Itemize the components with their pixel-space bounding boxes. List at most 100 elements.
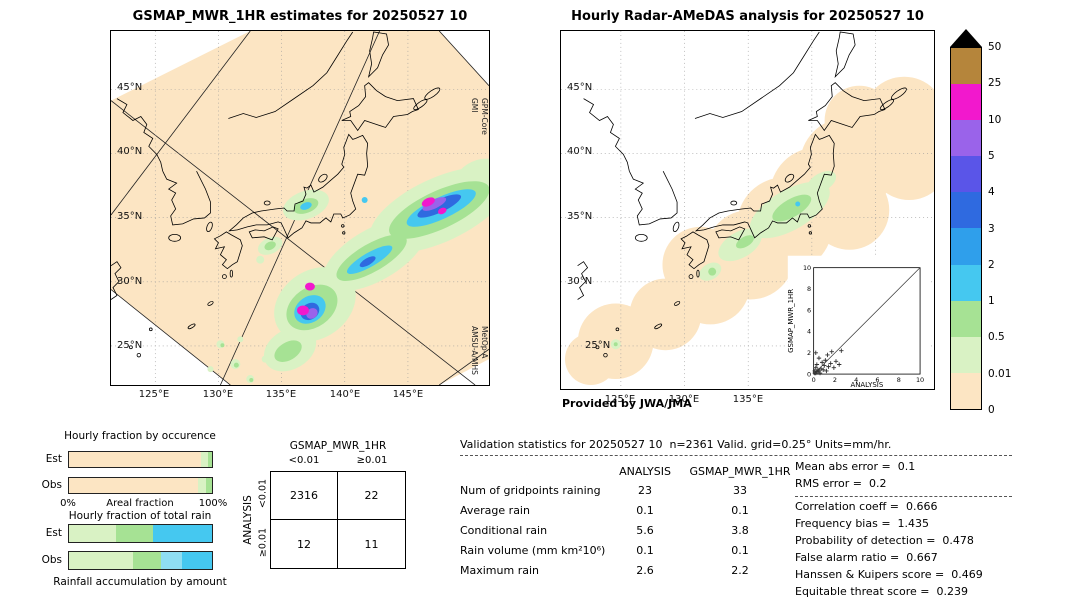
contingency-row-header-ge: ≥0.01: [257, 527, 269, 558]
score-hanssen-kuipers-score: Hanssen & Kuipers score = 0.469: [795, 568, 983, 581]
right-map-title: Hourly Radar-AMeDAS analysis for 2025052…: [571, 9, 924, 24]
bar-segment-1-2: [160, 552, 182, 569]
left-lat-label-35n: 35°N: [117, 211, 143, 222]
left-lat-label-30n: 30°N: [117, 276, 143, 287]
score-correlation-coeff: Correlation coeff = 0.666: [795, 500, 938, 513]
overpass-note-line: GMI: [470, 98, 480, 113]
occurrence-obs-label: Obs: [41, 479, 62, 491]
inset-diagonal-line: [813, 267, 921, 375]
inset-ytick-0: 0: [807, 370, 811, 378]
colorbar-tick-label-10: 10: [988, 113, 1002, 126]
occurrence-bar-est: [68, 451, 213, 468]
data-credit: Provided by JWA/JMA: [562, 397, 692, 410]
inset-points: [812, 348, 844, 376]
inset-ytick-6: 6: [807, 306, 811, 314]
contingency-col-header-ge: ≥0.01: [356, 455, 388, 466]
colorbar-segment-0-01-0-5: [951, 336, 981, 373]
bar-segment-0-0-01: [69, 452, 201, 467]
scatter-point: [821, 367, 826, 373]
scatter-point: [829, 349, 834, 354]
right-lon-label-130e: 130°E: [668, 394, 700, 405]
bar-segment-0-5-1: [133, 552, 161, 569]
left-map-title: GSMAP_MWR_1HR estimates for 20250527 10: [132, 9, 468, 24]
contingency-grid: 2316 22 12 11: [270, 471, 406, 569]
inset-xtick-6: 6: [875, 376, 879, 384]
inset-xlabel: ANALYSIS: [850, 381, 883, 389]
stats-scores: Mean abs error = 0.1 RMS error = 0.2 Corre…: [795, 460, 1012, 602]
score-mean-abs-error: Mean abs error = 0.1: [795, 460, 916, 473]
contingency-cell-00: 2316: [271, 472, 338, 520]
right-lat-label-35n: 35°N: [567, 211, 593, 222]
bar-segment-0-0-01: [69, 478, 198, 493]
colorbar-segment-10-25: [951, 84, 981, 121]
overpass-note-line: AMSU-A/MHS: [470, 326, 480, 375]
scatter-point: [813, 350, 818, 355]
colorbar-segment-5-10: [951, 120, 981, 157]
inset-ytick-8: 8: [807, 285, 811, 293]
colorbar-tick-label-0: 0: [988, 404, 995, 416]
scatter-point: [826, 364, 831, 369]
stats-row-rain-volume-mm-km-10: Rain volume (mm km²10⁶) 0.1 0.1: [460, 544, 749, 557]
inset-xtick-4: 4: [854, 376, 858, 384]
total-rain-bar-obs: [68, 551, 213, 570]
bar-segment-0-5-1: [116, 525, 154, 542]
scatter-point: [817, 370, 823, 376]
right-lat-label-25n: 25°N: [585, 340, 611, 351]
contingency-row-group-title: ANALYSIS: [242, 495, 254, 545]
scatter-point: [823, 358, 828, 363]
left-lon-label-135e: 135°E: [265, 389, 297, 400]
left-lat-label-40n: 40°N: [117, 146, 143, 157]
right-lon-label-125e: 125°E: [604, 394, 636, 405]
colorbar-tick-label-0-01: 0.01: [988, 367, 1012, 380]
overpass-note-line: GPM-Core: [480, 98, 489, 135]
left-lat-label-45n: 45°N: [117, 82, 143, 93]
overpass-note-gpm-gmi: GPM-Core GMI: [470, 98, 489, 135]
scatter-point: [813, 365, 818, 370]
validation-stats-block: Validation statistics for 20250527 10 n=…: [460, 438, 1012, 610]
contingency-row-header-lt: <0.01: [257, 478, 269, 509]
colorbar-segments: [950, 47, 982, 410]
bar-segment-0-5-1: [207, 452, 212, 467]
colorbar-tick-label-4: 4: [988, 186, 995, 199]
bar-segment-1-2: [153, 525, 212, 542]
colorbar-segment-0-0-01: [951, 372, 981, 409]
inset-xtick-2: 2: [833, 376, 837, 384]
scatter-point: [816, 355, 822, 361]
colorbar-tick-label-3: 3: [988, 222, 995, 235]
stats-row-conditional-rain: Conditional rain 5.6 3.8: [460, 524, 749, 537]
contingency-cell-01: 22: [338, 472, 405, 520]
overpass-note-metop-amsu: MetOp-A AMSU-A/MHS: [470, 326, 489, 375]
scatter-point: [831, 365, 837, 370]
occurrence-chart-title: Hourly fraction by occurence: [64, 430, 216, 442]
scores-divider: [795, 496, 1012, 497]
inset-yticks: 0 2 4 6 8 10: [803, 264, 811, 378]
total-rain-caption: Rainfall accumulation by amount: [53, 576, 227, 588]
overpass-note-line: MetOp-A: [480, 326, 489, 359]
colorbar-tick-label-50: 50: [988, 41, 1002, 53]
left-map-svg: [111, 31, 489, 385]
inset-xtick-0: 0: [812, 376, 816, 384]
stats-row-num-of-gridpoints-raining: Num of gridpoints raining 23 33: [460, 484, 747, 497]
stats-row-maximum-rain: Maximum rain 2.6 2.2: [460, 564, 749, 577]
contingency-cell-11: 11: [364, 537, 379, 551]
bar-segment-0-5-1: [206, 478, 212, 493]
score-rms-error: RMS error = 0.2: [795, 477, 887, 490]
total-rain-est-label: Est: [45, 527, 62, 539]
colorbar-segment-2-3: [951, 228, 981, 265]
bar-segment-0-01-0-5: [200, 452, 208, 467]
bar-segment-0-01-0-5: [69, 525, 117, 542]
left-lat-label-25n: 25°N: [117, 340, 143, 351]
colorbar-segment-1-2: [951, 264, 981, 301]
stats-row-average-rain: Average rain 0.1 0.1: [460, 504, 749, 517]
scatter-point: [822, 363, 827, 368]
inset-ytick-4: 4: [807, 328, 811, 336]
stats-col-header-analysis: ANALYSIS: [619, 465, 671, 478]
right-map: 0 2 4 6 8 10 0 2 4 6 8 10 ANALYSIS GSMAP_MWR_1HR: [560, 30, 935, 390]
total-rain-obs-label: Obs: [41, 554, 62, 566]
scatter-point: [814, 362, 820, 367]
colorbar-segment-4-5: [951, 156, 981, 193]
colorbar-tick-label-1: 1: [988, 295, 995, 308]
inset-ytick-10: 10: [803, 264, 811, 272]
scatter-point: [828, 361, 833, 366]
